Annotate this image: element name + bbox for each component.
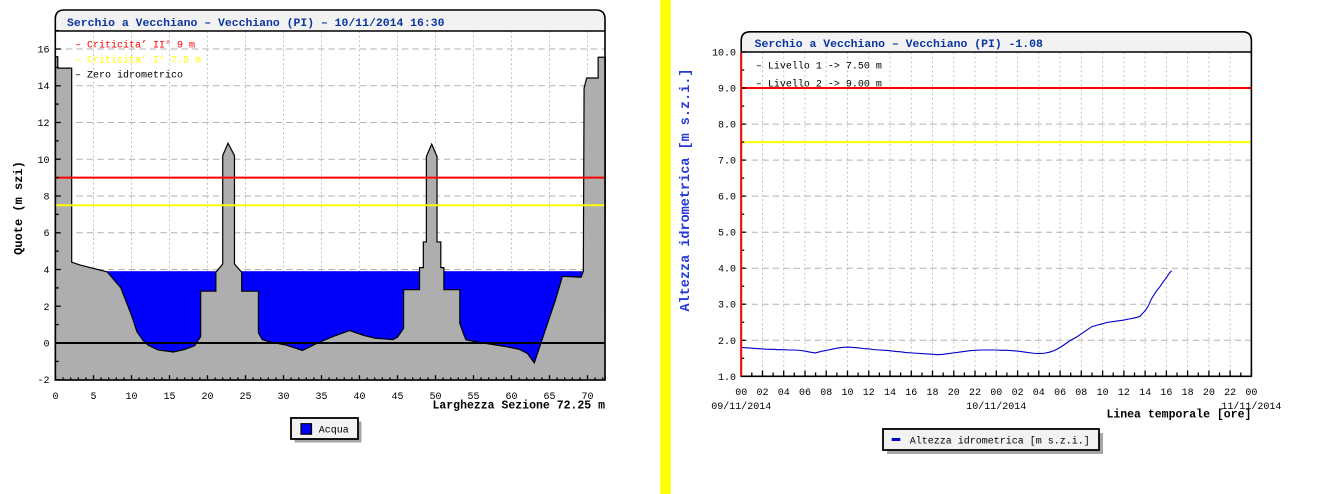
svg-text:Quote (m szi): Quote (m szi): [12, 161, 26, 255]
svg-text:5.0: 5.0: [718, 229, 736, 240]
svg-text:45: 45: [391, 392, 403, 403]
svg-text:8: 8: [43, 193, 49, 204]
svg-text:02: 02: [1012, 388, 1024, 399]
svg-text:9.0: 9.0: [718, 85, 736, 96]
svg-text:7.0: 7.0: [718, 157, 736, 168]
svg-text:0: 0: [52, 392, 58, 403]
svg-text:5: 5: [90, 392, 96, 403]
svg-text:22: 22: [969, 388, 981, 399]
svg-text:10/11/2014: 10/11/2014: [966, 401, 1026, 413]
svg-text:06: 06: [799, 388, 811, 399]
svg-text:20: 20: [1203, 388, 1215, 399]
svg-text:– Livello 2 -> 9.00 m: – Livello 2 -> 9.00 m: [756, 78, 882, 90]
svg-text:Altezza idrometrica [m s.z.i.]: Altezza idrometrica [m s.z.i.]: [679, 68, 694, 311]
svg-text:30: 30: [277, 392, 289, 403]
svg-text:12: 12: [1118, 388, 1130, 399]
svg-text:35: 35: [315, 392, 327, 403]
svg-text:Acqua: Acqua: [319, 426, 349, 437]
svg-text:8.0: 8.0: [718, 121, 736, 132]
svg-text:10: 10: [37, 156, 49, 167]
svg-text:00: 00: [1245, 388, 1257, 399]
svg-text:-2: -2: [37, 376, 49, 387]
svg-text:– Livello 1 -> 7.50 m: – Livello 1 -> 7.50 m: [756, 61, 882, 73]
svg-text:00: 00: [990, 388, 1002, 399]
svg-text:2: 2: [43, 303, 49, 314]
svg-text:4.0: 4.0: [718, 265, 736, 276]
svg-text:Serchio a Vecchiano – Vecchian: Serchio a Vecchiano – Vecchiano (PI) – 1…: [67, 17, 445, 30]
svg-text:1.0: 1.0: [718, 373, 736, 384]
svg-text:14: 14: [884, 388, 896, 399]
svg-text:20: 20: [201, 392, 213, 403]
svg-text:65: 65: [543, 392, 555, 403]
svg-text:– Zero idrometrico: – Zero idrometrico: [75, 70, 183, 82]
svg-text:12: 12: [37, 119, 49, 130]
svg-text:16: 16: [1160, 388, 1172, 399]
svg-text:55: 55: [467, 392, 479, 403]
svg-text:06: 06: [1054, 388, 1066, 399]
svg-text:6.0: 6.0: [718, 193, 736, 204]
svg-text:10: 10: [1097, 388, 1109, 399]
svg-text:50: 50: [429, 392, 441, 403]
svg-text:0: 0: [43, 340, 49, 351]
svg-text:18: 18: [926, 388, 938, 399]
svg-text:40: 40: [353, 392, 365, 403]
svg-text:60: 60: [505, 392, 517, 403]
svg-text:11/11/2014: 11/11/2014: [1221, 401, 1281, 413]
svg-text:16: 16: [905, 388, 917, 399]
svg-text:Altezza idrometrica [m s.z.i.]: Altezza idrometrica [m s.z.i.]: [910, 436, 1090, 448]
svg-text:6: 6: [43, 229, 49, 240]
svg-text:Serchio a Vecchiano – Vecchian: Serchio a Vecchiano – Vecchiano (PI) -1.…: [755, 38, 1043, 51]
svg-text:Larghezza Sezione 72.25 m: Larghezza Sezione 72.25 m: [432, 400, 605, 413]
svg-text:2.0: 2.0: [718, 337, 736, 348]
svg-text:08: 08: [820, 388, 832, 399]
svg-text:15: 15: [163, 392, 175, 403]
svg-text:3.0: 3.0: [718, 301, 736, 312]
svg-text:12: 12: [863, 388, 875, 399]
svg-text:10: 10: [841, 388, 853, 399]
svg-text:10.0: 10.0: [712, 49, 736, 60]
svg-text:– Criticita’ I° 7.5 m: – Criticita’ I° 7.5 m: [75, 55, 201, 67]
svg-text:16: 16: [37, 46, 49, 57]
svg-text:09/11/2014: 09/11/2014: [711, 401, 771, 413]
svg-text:70: 70: [581, 392, 593, 403]
svg-text:4: 4: [43, 266, 49, 277]
svg-text:25: 25: [239, 392, 251, 403]
svg-text:04: 04: [1033, 388, 1045, 399]
svg-text:04: 04: [778, 388, 790, 399]
svg-text:10: 10: [125, 392, 137, 403]
svg-text:02: 02: [756, 388, 768, 399]
svg-text:14: 14: [1139, 388, 1151, 399]
svg-text:08: 08: [1075, 388, 1087, 399]
svg-text:20: 20: [948, 388, 960, 399]
svg-text:– Criticita’ II° 9 m: – Criticita’ II° 9 m: [75, 40, 195, 52]
svg-text:14: 14: [37, 82, 49, 93]
svg-text:Linea temporale [ore]: Linea temporale [ore]: [1106, 409, 1251, 422]
svg-text:00: 00: [735, 388, 747, 399]
svg-text:18: 18: [1182, 388, 1194, 399]
svg-text:22: 22: [1224, 388, 1236, 399]
